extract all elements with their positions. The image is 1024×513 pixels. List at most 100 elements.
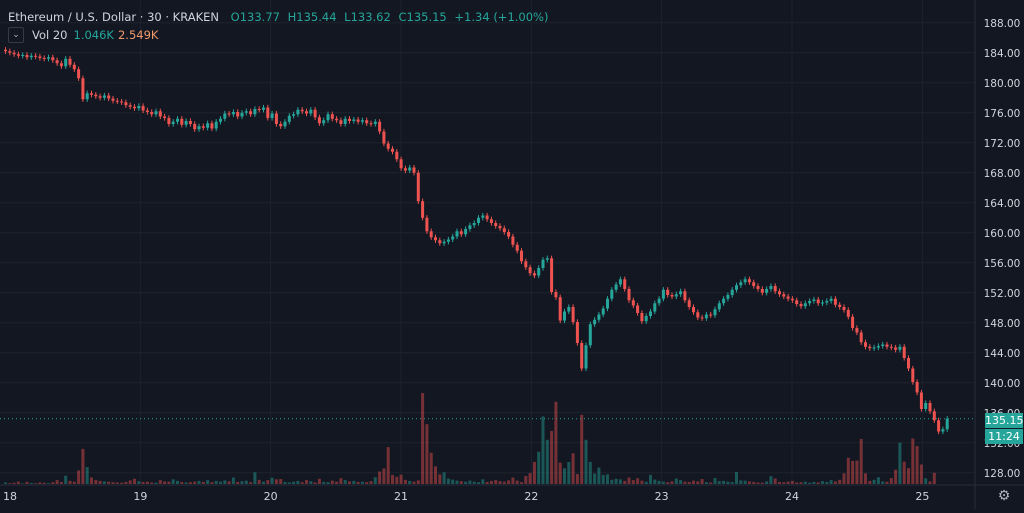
volume-bar <box>68 480 72 484</box>
volume-bar <box>180 481 184 484</box>
volume-bar <box>386 447 390 484</box>
candle-body <box>270 113 274 118</box>
x-tick-label: 21 <box>394 490 408 503</box>
candle-body <box>253 109 257 115</box>
volume-value-1: 1.046K <box>73 28 114 42</box>
volume-bar <box>593 473 597 484</box>
candle-body <box>274 113 278 124</box>
volume-bar <box>193 481 197 484</box>
candle-body <box>98 96 102 98</box>
volume-bar <box>502 481 506 484</box>
candle-body <box>752 282 756 286</box>
volume-bar <box>782 482 786 484</box>
candle-body <box>214 121 218 129</box>
candle-body <box>322 120 326 124</box>
volume-bar <box>683 481 687 484</box>
volume-bar <box>898 442 902 484</box>
volume-bar <box>352 480 356 484</box>
volume-bar <box>442 472 446 484</box>
y-tick-label: 168.00 <box>984 168 1021 180</box>
volume-bar <box>838 479 842 484</box>
candle-body <box>674 294 678 297</box>
volume-bar <box>59 481 63 484</box>
candle-body <box>485 215 489 220</box>
candle-body <box>77 69 81 79</box>
volume-bar <box>206 480 210 484</box>
candle-body <box>769 286 773 289</box>
volume-bar <box>266 480 270 484</box>
candle-body <box>588 324 592 346</box>
candle-body <box>846 310 850 317</box>
volume-bar <box>399 474 403 484</box>
y-tick-label: 152.00 <box>984 288 1021 300</box>
candle-body <box>760 289 764 293</box>
candle-body <box>124 102 128 106</box>
volume-bar <box>670 481 674 484</box>
candle-body <box>717 303 721 310</box>
candle-body <box>107 95 111 99</box>
volume-bar <box>528 473 532 484</box>
volume-bar <box>158 480 162 484</box>
candle-body <box>907 358 911 369</box>
volume-bar <box>765 481 769 484</box>
volume-bar <box>494 480 498 484</box>
candle-body <box>709 314 713 316</box>
candle-body <box>12 52 16 55</box>
candle-body <box>167 118 171 124</box>
chevron-down-icon[interactable]: ⌄ <box>8 27 24 43</box>
candle-body <box>507 232 511 237</box>
candle-body <box>317 117 321 124</box>
volume-bar <box>21 483 25 484</box>
candle-body <box>339 120 343 124</box>
candle-body <box>894 347 898 350</box>
volume-bar <box>627 477 631 484</box>
volume-bar <box>739 480 743 484</box>
volume-bar <box>864 473 868 484</box>
candle-body <box>614 284 618 290</box>
candle-body <box>176 118 180 122</box>
candle-body <box>102 95 106 98</box>
volume-bar <box>167 481 171 484</box>
volume-bar <box>524 475 528 484</box>
volume-bar <box>369 481 373 484</box>
candle-body <box>223 113 227 119</box>
volume-bar <box>154 482 158 484</box>
volume-bar <box>262 481 266 484</box>
candle-body <box>145 110 149 112</box>
volume-bar <box>249 482 253 484</box>
candle-body <box>623 279 627 289</box>
volume-bar <box>163 481 167 484</box>
candle-body <box>85 93 89 100</box>
volume-bar <box>124 481 128 484</box>
candle-body <box>34 55 38 57</box>
candle-body <box>111 98 115 101</box>
gear-icon[interactable]: ⚙ <box>997 488 1011 504</box>
candle-body <box>283 121 287 127</box>
volume-bar <box>459 481 463 484</box>
x-tick-label: 25 <box>915 490 929 503</box>
candle-body <box>249 111 253 115</box>
volume-bar <box>541 416 545 484</box>
candle-body <box>348 118 352 121</box>
candle-body <box>597 314 601 320</box>
volume-bar <box>382 468 386 484</box>
volume-bar <box>55 480 59 484</box>
candle-body <box>618 279 622 285</box>
volume-bar <box>322 481 326 484</box>
candle-body <box>537 268 541 276</box>
candle-body <box>206 123 210 128</box>
candle-body <box>421 201 425 218</box>
y-tick-label: 188.00 <box>984 18 1021 30</box>
candle-body <box>399 159 403 169</box>
candle-body <box>429 231 433 238</box>
y-tick-label: 128.00 <box>984 468 1021 480</box>
volume-bar <box>85 467 89 484</box>
volume-bar <box>545 439 549 484</box>
volume-bar <box>537 451 541 484</box>
candle-body <box>606 298 610 309</box>
candle-body <box>309 109 313 114</box>
candle-body <box>386 143 390 149</box>
volume-bar <box>438 474 442 484</box>
y-tick-label: 180.00 <box>984 78 1021 90</box>
